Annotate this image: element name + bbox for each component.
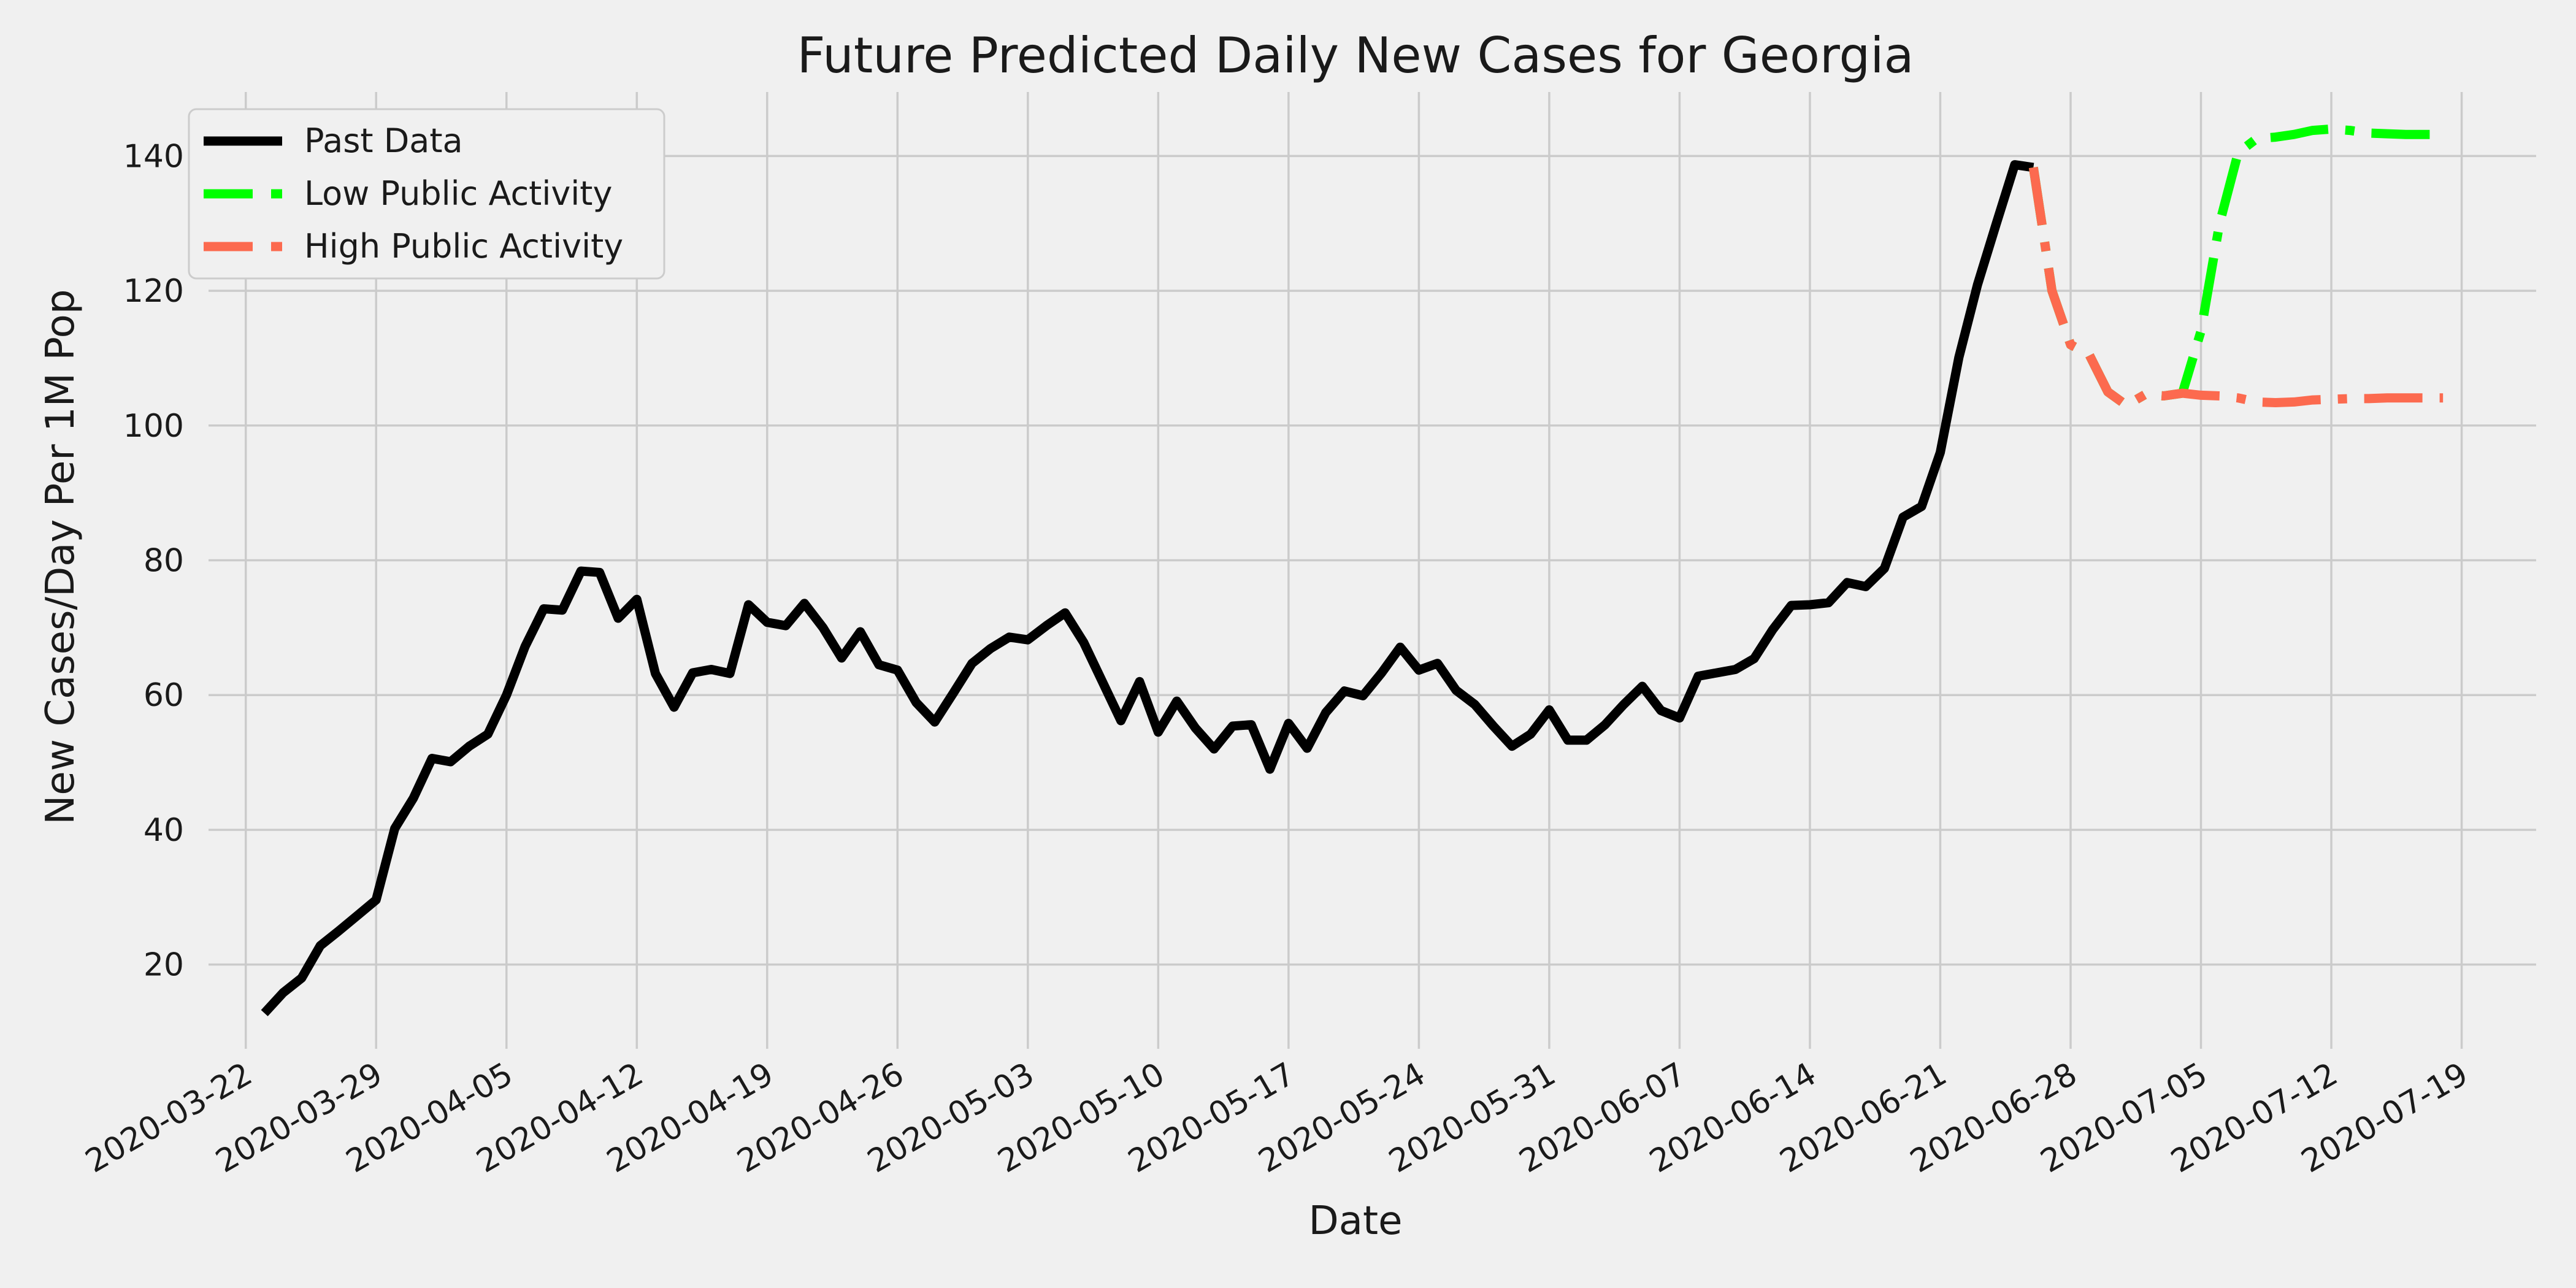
y-tick-label: 20 [144,947,184,984]
x-axis-label: Date [1309,1198,1403,1244]
y-tick-label: 120 [123,273,184,310]
series-lines [261,124,2444,1016]
legend-entry-label: Low Public Activity [304,174,612,213]
series-line-past-data [261,160,2034,1016]
legend: Past Data Low Public Activity High Public … [188,108,665,280]
legend-entry-label: Past Data [304,121,463,160]
y-tick-label: 60 [144,677,184,714]
y-axis-label: New Cases/Day Per 1M Pop [38,289,83,825]
y-tick-label: 40 [144,812,184,849]
legend-entry-label: High Public Activity [304,227,623,266]
series-line-high-public-activity [2028,166,2444,410]
chart-title: Future Predicted Daily New Cases for Geo… [797,27,1914,84]
y-tick-label: 80 [144,543,184,580]
legend-box [188,108,665,280]
y-tick-label: 100 [123,408,184,445]
y-tick-label: 140 [123,138,184,175]
